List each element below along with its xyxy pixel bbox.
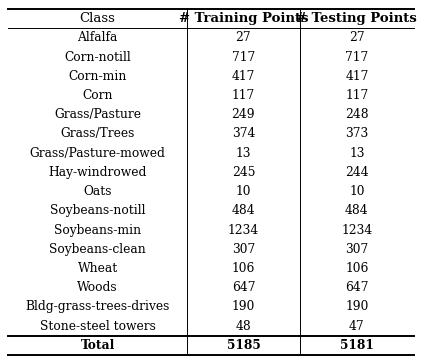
Text: Corn-notill: Corn-notill	[64, 51, 131, 64]
Text: 13: 13	[235, 147, 251, 160]
Text: 373: 373	[345, 127, 368, 141]
Text: Woods: Woods	[77, 281, 118, 294]
Text: Corn-min: Corn-min	[68, 70, 127, 83]
Text: 48: 48	[235, 320, 251, 333]
Text: 245: 245	[232, 166, 255, 179]
Text: 244: 244	[345, 166, 369, 179]
Text: 249: 249	[232, 108, 255, 121]
Text: 27: 27	[349, 31, 365, 44]
Text: 27: 27	[235, 31, 251, 44]
Text: 190: 190	[345, 300, 368, 313]
Text: 117: 117	[232, 89, 255, 102]
Text: Total: Total	[80, 339, 115, 352]
Text: 10: 10	[235, 185, 251, 198]
Text: Soybeans-clean: Soybeans-clean	[49, 243, 146, 256]
Text: # Training Points: # Training Points	[179, 12, 308, 25]
Text: Wheat: Wheat	[78, 262, 118, 275]
Text: 717: 717	[345, 51, 368, 64]
Text: 647: 647	[345, 281, 368, 294]
Text: 1234: 1234	[341, 223, 373, 237]
Text: 106: 106	[232, 262, 255, 275]
Text: Grass/Trees: Grass/Trees	[60, 127, 135, 141]
Text: 307: 307	[345, 243, 368, 256]
Text: Stone-steel towers: Stone-steel towers	[40, 320, 155, 333]
Text: 106: 106	[345, 262, 368, 275]
Text: Class: Class	[80, 12, 116, 25]
Text: 307: 307	[232, 243, 255, 256]
Text: 10: 10	[349, 185, 365, 198]
Text: 647: 647	[232, 281, 255, 294]
Text: 1234: 1234	[228, 223, 259, 237]
Text: Grass/Pasture: Grass/Pasture	[54, 108, 141, 121]
Text: 47: 47	[349, 320, 365, 333]
Text: 717: 717	[232, 51, 255, 64]
Text: 417: 417	[232, 70, 255, 83]
Text: 13: 13	[349, 147, 365, 160]
Text: Corn: Corn	[82, 89, 113, 102]
Text: Alfalfa: Alfalfa	[77, 31, 118, 44]
Text: 374: 374	[232, 127, 255, 141]
Text: 190: 190	[232, 300, 255, 313]
Text: Bldg-grass-trees-drives: Bldg-grass-trees-drives	[25, 300, 170, 313]
Text: Oats: Oats	[83, 185, 112, 198]
Text: # Testing Points: # Testing Points	[297, 12, 417, 25]
Text: 5185: 5185	[227, 339, 260, 352]
Text: 484: 484	[345, 204, 369, 217]
Text: Grass/Pasture-mowed: Grass/Pasture-mowed	[30, 147, 165, 160]
Text: 417: 417	[345, 70, 368, 83]
Text: Hay-windrowed: Hay-windrowed	[49, 166, 147, 179]
Text: 484: 484	[232, 204, 255, 217]
Text: 248: 248	[345, 108, 369, 121]
Text: 117: 117	[345, 89, 368, 102]
Text: Soybeans-min: Soybeans-min	[54, 223, 141, 237]
Text: Soybeans-notill: Soybeans-notill	[50, 204, 145, 217]
Text: 5181: 5181	[340, 339, 374, 352]
